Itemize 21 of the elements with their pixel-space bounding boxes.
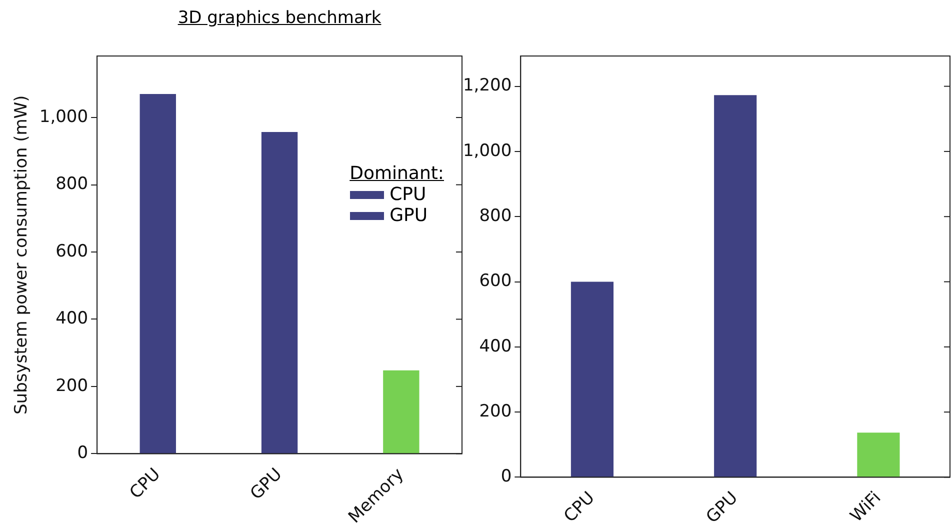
bar bbox=[857, 432, 900, 477]
y-axis-title: Subsystem power consumption (mW) bbox=[12, 95, 32, 414]
y-tick-label: 400 bbox=[479, 336, 512, 356]
y-tick-label: 600 bbox=[56, 241, 88, 262]
y-tick-label: 400 bbox=[56, 308, 88, 329]
y-tick-label: 1,200 bbox=[462, 76, 512, 96]
y-tick-label: 800 bbox=[56, 174, 88, 194]
y-tick-label: 800 bbox=[479, 206, 512, 226]
bar bbox=[714, 95, 757, 477]
legend-title: Dominant: bbox=[350, 163, 444, 184]
y-tick-label: 0 bbox=[77, 443, 88, 464]
y-tick-label: 0 bbox=[500, 466, 512, 487]
y-tick-label: 600 bbox=[479, 271, 512, 292]
bar bbox=[570, 282, 614, 477]
legend-label: CPU bbox=[390, 184, 426, 206]
y-tick-label: 1,000 bbox=[462, 140, 512, 161]
y-tick-label: 200 bbox=[56, 376, 88, 396]
chart-title: 3D graphics benchmark bbox=[176, 8, 382, 28]
legend-label: GPU bbox=[390, 205, 428, 226]
y-tick-label: 1,000 bbox=[39, 106, 88, 127]
y-tick-label: 200 bbox=[479, 401, 512, 422]
